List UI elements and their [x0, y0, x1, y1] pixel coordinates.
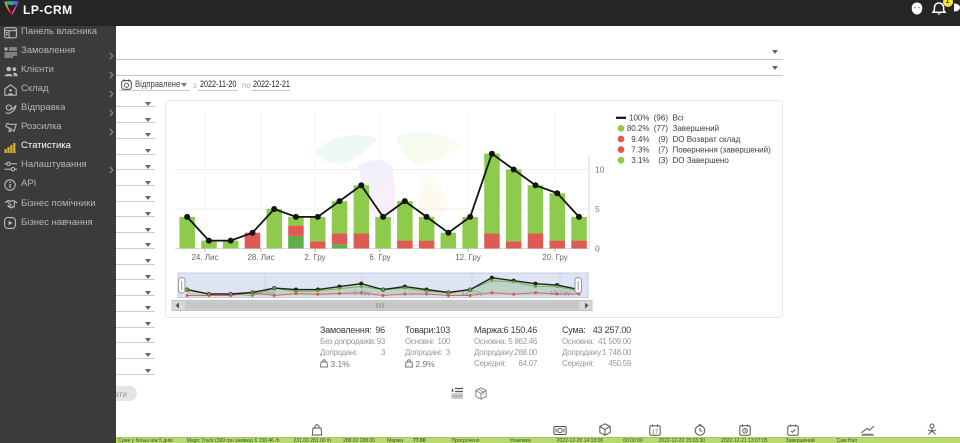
svg-text:28. Лис: 28. Лис	[247, 253, 274, 262]
svg-text:Завершений: Завершений	[673, 124, 720, 133]
svg-text:9.4%: 9.4%	[631, 135, 649, 144]
svg-text:2. Гру: 2. Гру	[304, 253, 325, 262]
svg-text:(96): (96)	[654, 114, 669, 123]
svg-text:Всі: Всі	[673, 114, 684, 123]
svg-text:17: 17	[652, 429, 658, 435]
svg-text:5: 5	[595, 204, 600, 214]
svg-text:3.1%: 3.1%	[631, 156, 649, 165]
svg-text:(77): (77)	[654, 124, 669, 133]
svg-text:(9): (9)	[658, 135, 668, 144]
svg-text:DO Завершено: DO Завершено	[673, 156, 730, 165]
svg-text:Повернення (завершений): Повернення (завершений)	[673, 145, 772, 154]
svg-text:(3): (3)	[658, 156, 668, 165]
svg-text:0: 0	[595, 244, 600, 254]
svg-text:12. Гру: 12. Гру	[462, 290, 484, 297]
svg-text:28. Лис: 28. Лис	[254, 290, 277, 297]
svg-text:80.2%: 80.2%	[627, 124, 650, 133]
svg-text:12. Гру: 12. Гру	[455, 253, 481, 262]
svg-text:DO Возврат склад: DO Возврат склад	[673, 135, 741, 144]
svg-text:24. Лис: 24. Лис	[191, 253, 218, 262]
svg-text:6. Гру: 6. Гру	[369, 253, 390, 262]
svg-text:10: 10	[595, 165, 605, 175]
svg-text:7.3%: 7.3%	[631, 145, 649, 154]
svg-text:100%: 100%	[629, 114, 649, 123]
svg-text:(7): (7)	[658, 145, 668, 154]
svg-text:20. Гру: 20. Гру	[542, 253, 568, 262]
